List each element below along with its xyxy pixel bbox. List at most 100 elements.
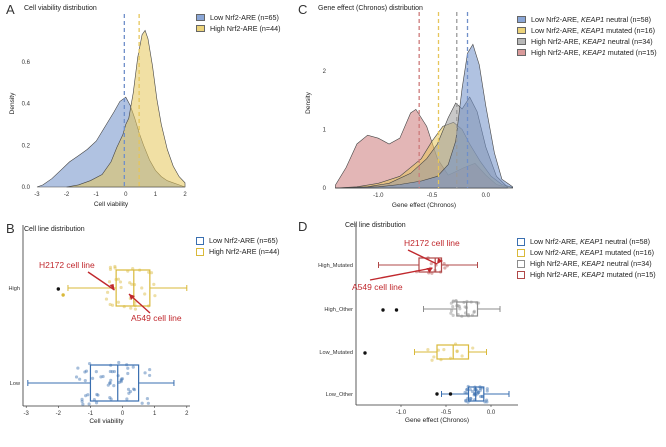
jitter-point — [83, 370, 87, 374]
jitter-point — [153, 294, 157, 298]
jitter-point — [143, 371, 147, 375]
category-label: High — [8, 286, 20, 292]
jitter-point — [430, 358, 434, 362]
jitter-point — [449, 309, 454, 313]
jitter-point — [477, 390, 481, 394]
legend-swatch — [517, 270, 525, 279]
legend-swatch — [517, 38, 526, 45]
jitter-point — [478, 394, 483, 399]
jitter-point — [451, 313, 455, 318]
jitter-point — [95, 392, 99, 397]
jitter-point — [84, 369, 89, 373]
outlier-point — [56, 287, 61, 291]
panel-d-title: Cell line distribution — [345, 222, 406, 229]
jitter-point — [120, 377, 125, 381]
jitter-point — [463, 305, 467, 309]
jitter-point — [131, 387, 136, 391]
outlier-point — [448, 392, 453, 396]
jitter-point — [119, 285, 123, 290]
jitter-point — [472, 310, 476, 314]
jitter-point — [442, 261, 446, 266]
outlier-point — [381, 308, 385, 312]
jitter-point — [484, 398, 489, 402]
jitter-point — [472, 309, 476, 313]
legend-swatch — [517, 16, 526, 23]
legend-swatch — [517, 259, 525, 268]
jitter-point — [140, 286, 144, 290]
legend-swatch — [196, 14, 205, 21]
y-tick-label: 0 — [323, 186, 327, 192]
jitter-point — [125, 397, 129, 401]
legend-entry: High Nrf2-ARE, KEAP1 mutated (n=15) — [517, 47, 657, 58]
jitter-point — [117, 360, 121, 365]
legend-label: Low Nrf2-ARE (n=65) — [210, 13, 279, 22]
jitter-point — [108, 302, 112, 307]
x-axis-label: Gene effect (Chronos) — [405, 417, 469, 424]
jitter-point — [465, 388, 469, 392]
jitter-point — [110, 369, 114, 374]
jitter-point — [101, 374, 105, 379]
jitter-point — [128, 389, 133, 394]
jitter-point — [113, 266, 117, 270]
legend-label: Low Nrf2-ARE, KEAP1 mutated (n=16) — [530, 248, 655, 257]
panel-b-title: Cell line distribution — [24, 226, 85, 233]
x-tick-label: 1 — [154, 192, 158, 198]
y-axis-label: Density — [305, 91, 312, 113]
jitter-point — [83, 378, 87, 383]
jitter-point — [76, 366, 80, 370]
jitter-point — [127, 391, 131, 395]
jitter-point — [464, 399, 468, 403]
legend-entry: High Nrf2-ARE, KEAP1 neutral (n=34) — [517, 258, 656, 269]
category-label: Low_Other — [326, 392, 353, 398]
jitter-point — [451, 299, 455, 303]
jitter-point — [145, 396, 150, 401]
jitter-point — [443, 266, 447, 270]
jitter-point — [140, 401, 144, 405]
legend-swatch — [517, 237, 525, 246]
y-tick-label: 1 — [323, 127, 327, 133]
legend-entry: High Nrf2-ARE, KEAP1 mutated (n=15) — [517, 269, 656, 280]
x-tick-label: -3 — [24, 411, 30, 417]
x-tick-label: 0 — [121, 411, 125, 417]
jitter-point — [148, 367, 152, 372]
jitter-point — [455, 349, 459, 354]
y-tick-label: 0.0 — [22, 185, 31, 191]
jitter-point — [143, 292, 147, 296]
legend-swatch — [196, 236, 204, 245]
arrowhead-h2172 — [109, 284, 115, 290]
legend-label: High Nrf2-ARE, KEAP1 mutated (n=15) — [531, 48, 657, 57]
y-tick-label: 2 — [323, 69, 327, 75]
y-tick-label: 0.4 — [22, 102, 31, 108]
jitter-point — [74, 375, 79, 379]
jitter-point — [113, 264, 117, 269]
legend-swatch — [196, 247, 204, 256]
jitter-point — [468, 387, 472, 392]
jitter-point — [117, 380, 121, 385]
x-tick-label: -0.5 — [441, 410, 452, 416]
jitter-point — [429, 262, 433, 266]
x-axis-label: Gene effect (Chronos) — [392, 202, 456, 209]
x-tick-label: 0 — [124, 192, 128, 198]
panel-a-label: A — [6, 2, 15, 17]
jitter-point — [109, 378, 113, 382]
jitter-point — [463, 390, 467, 395]
legend-label: High Nrf2-ARE, KEAP1 neutral (n=34) — [530, 259, 652, 268]
jitter-point — [455, 349, 459, 353]
box-iqr — [89, 364, 140, 402]
legend-label: High Nrf2-ARE, KEAP1 mutated (n=15) — [530, 270, 656, 279]
legend-swatch — [517, 27, 526, 34]
jitter-point — [133, 307, 138, 311]
outlier-point — [394, 308, 399, 312]
legend-d: Low Nrf2-ARE, KEAP1 neutral (n=58) Low Nr… — [517, 236, 656, 280]
jitter-point — [470, 389, 475, 394]
jitter-point — [471, 346, 475, 350]
jitter-point — [426, 348, 430, 352]
x-tick-label: -1 — [88, 411, 94, 417]
arrowhead-a549 — [426, 268, 433, 273]
jitter-point — [456, 303, 460, 308]
arrow-h2172 — [87, 271, 115, 291]
jitter-point — [480, 394, 484, 398]
jitter-point — [485, 387, 489, 391]
jitter-point — [472, 393, 476, 397]
x-tick-label: 2 — [183, 192, 187, 198]
